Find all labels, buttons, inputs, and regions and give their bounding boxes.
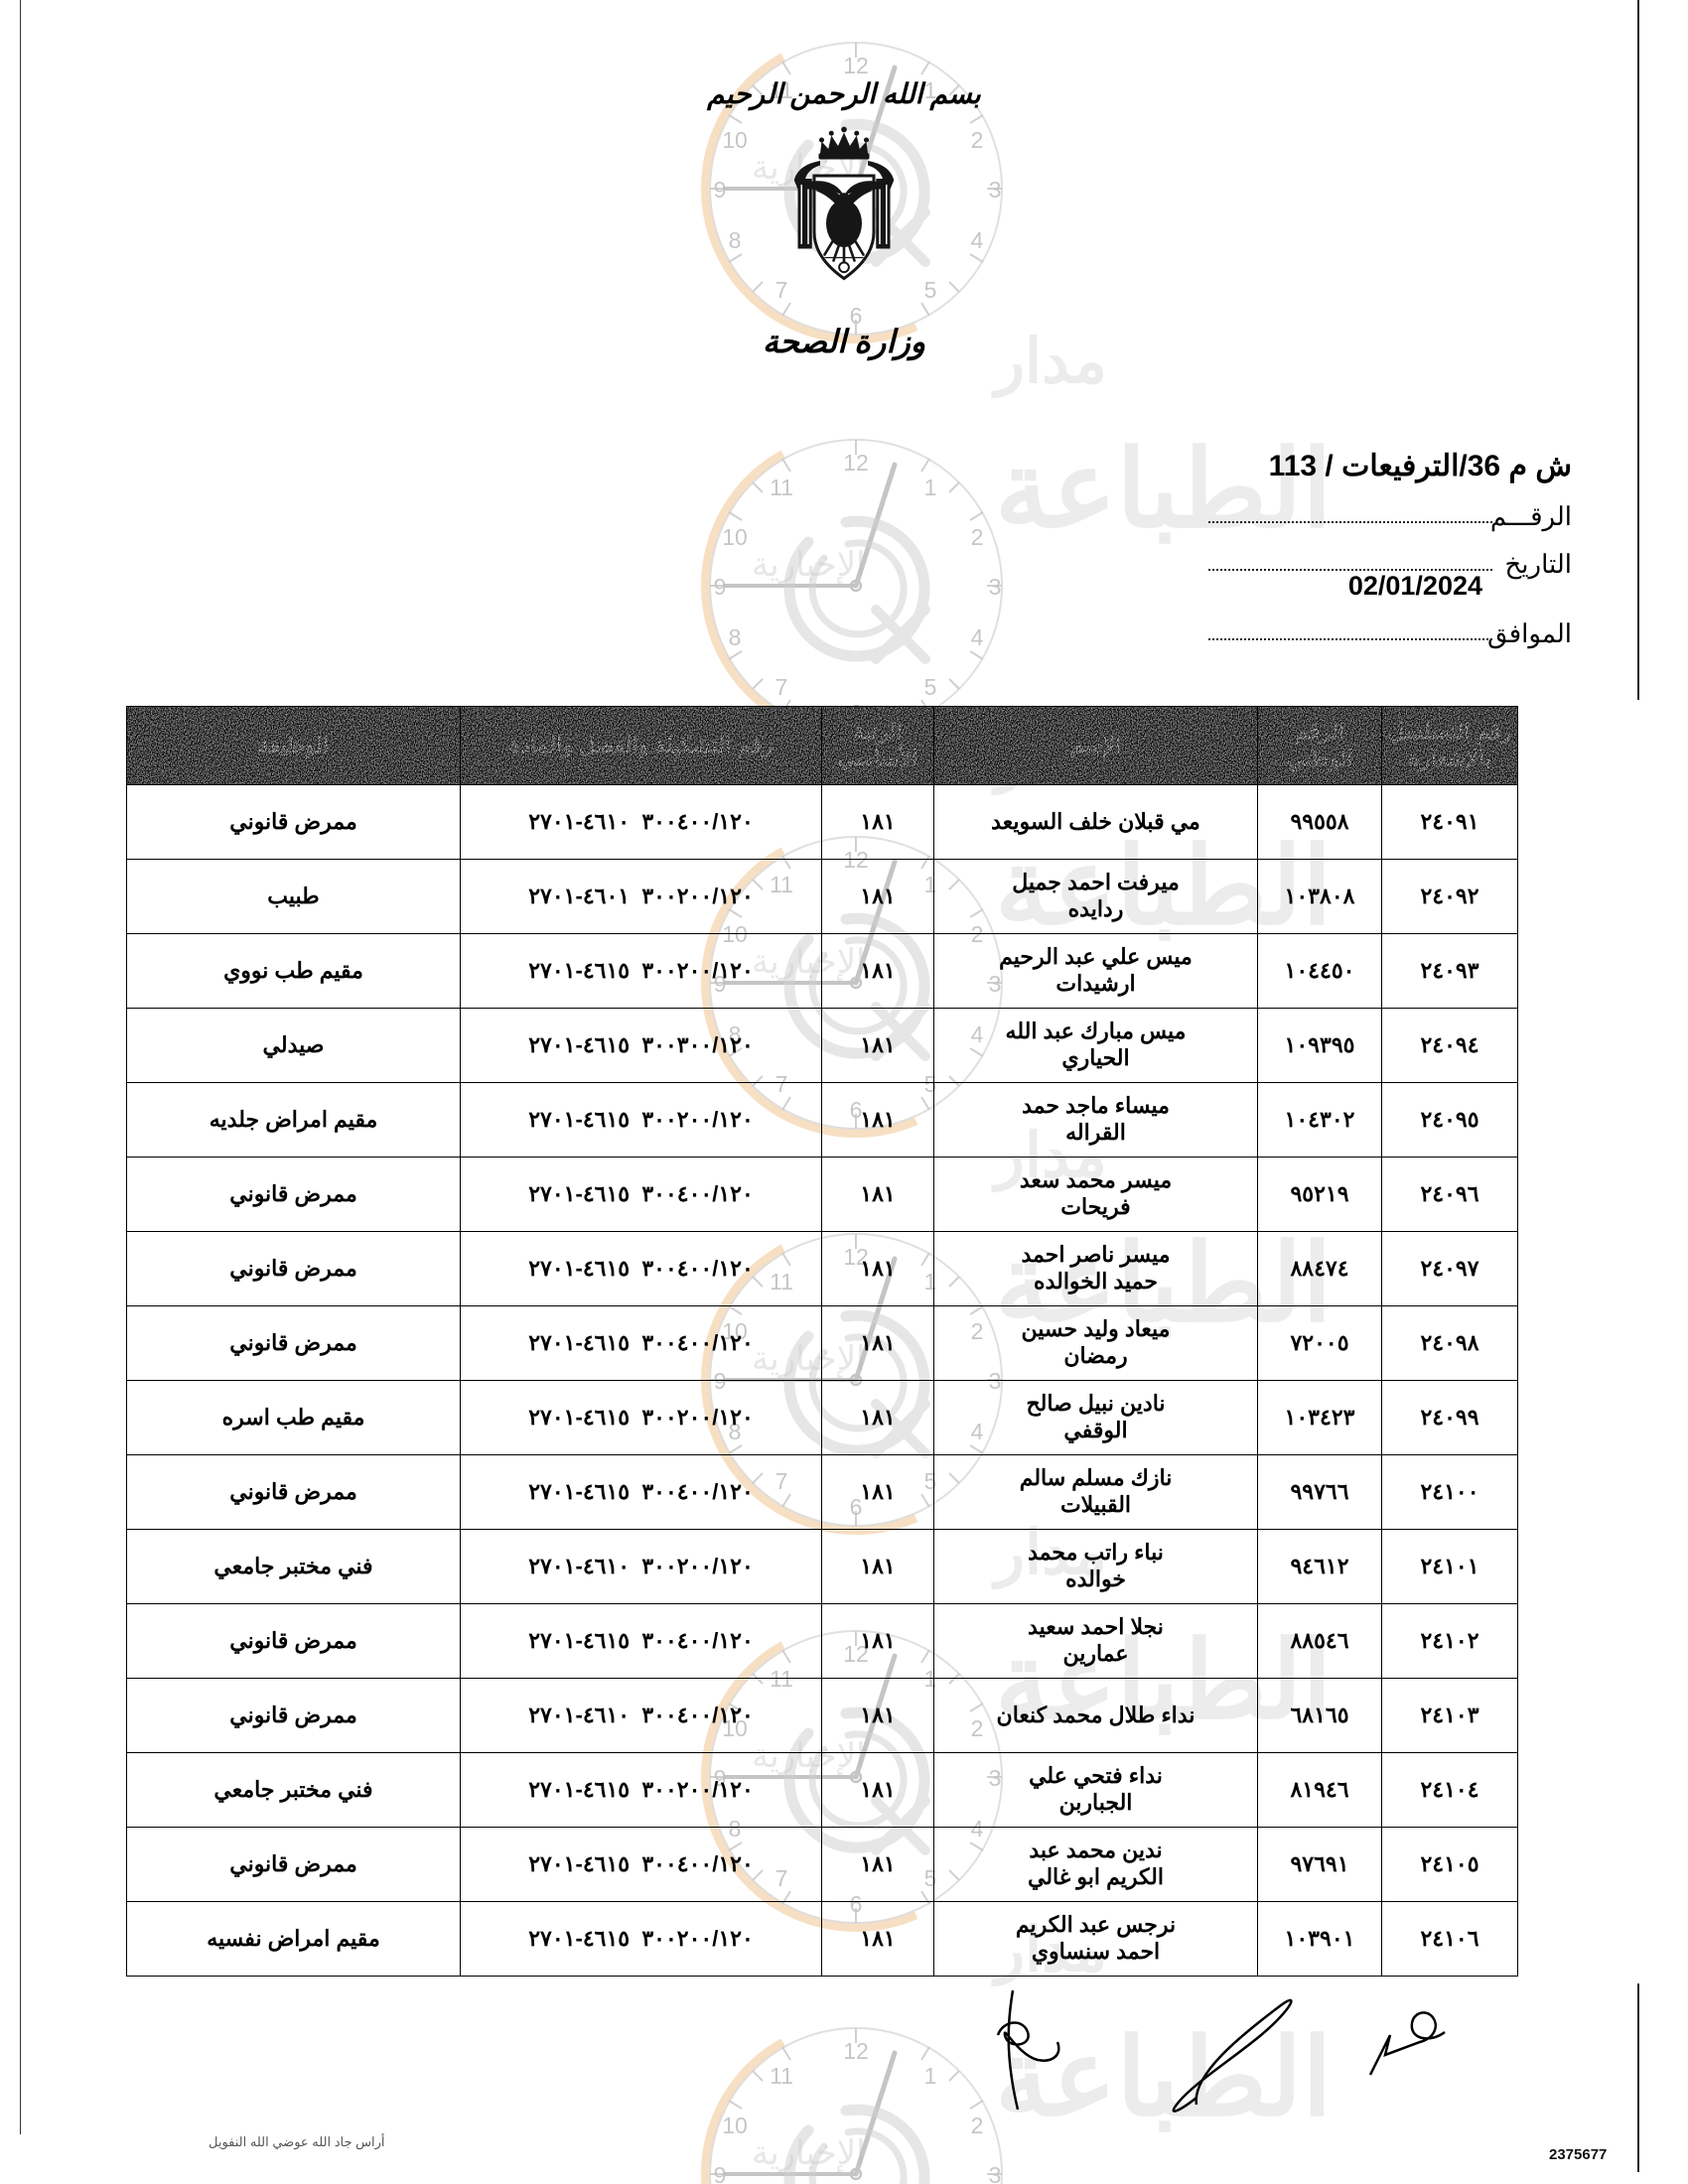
svg-text:12: 12 [843, 450, 869, 476]
svg-text:10: 10 [722, 524, 748, 550]
svg-text:1: 1 [924, 2063, 937, 2089]
svg-text:3: 3 [989, 2162, 1002, 2184]
svg-text:2: 2 [971, 2113, 984, 2138]
svg-text:10: 10 [722, 2113, 748, 2138]
svg-text:11: 11 [770, 475, 793, 500]
svg-text:8: 8 [729, 624, 742, 650]
svg-text:12: 12 [843, 53, 869, 78]
svg-text:12: 12 [843, 2038, 869, 2064]
svg-text:3: 3 [989, 574, 1002, 600]
svg-text:1: 1 [924, 475, 937, 500]
svg-text:5: 5 [924, 674, 937, 700]
svg-text:11: 11 [770, 2063, 793, 2089]
svg-text:4: 4 [971, 624, 984, 650]
svg-text:7: 7 [775, 674, 788, 700]
svg-text:2: 2 [971, 524, 984, 550]
